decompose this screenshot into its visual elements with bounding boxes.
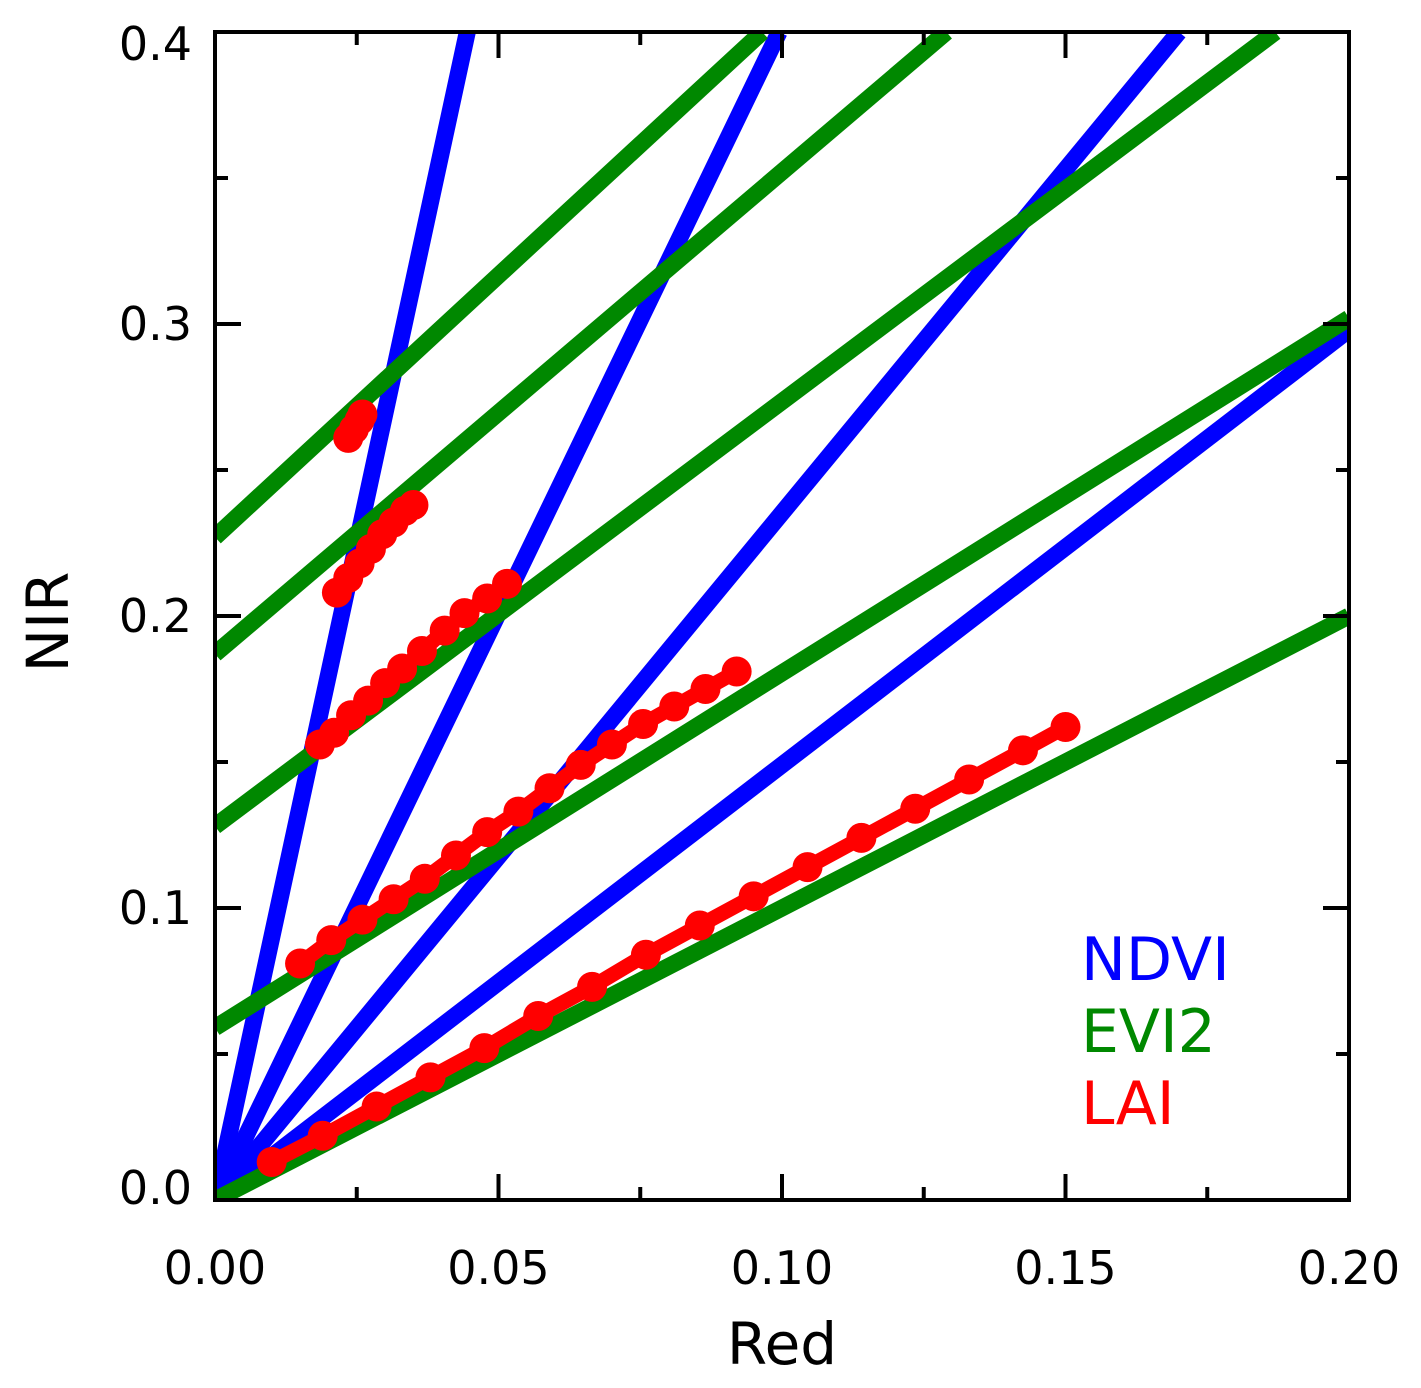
lai-point (347, 399, 378, 430)
lai-point (565, 749, 596, 780)
lai-curve-1 (264, 719, 1073, 1170)
lai-point (900, 793, 931, 824)
y-tick-label: 0.4 (119, 17, 192, 71)
lai-point (492, 568, 523, 599)
legend-ndvi: NDVI (1081, 925, 1230, 995)
x-tick-labels: 0.00 0.05 0.10 0.15 0.20 (164, 1241, 1400, 1295)
lai-point (721, 656, 752, 687)
lai-point (954, 764, 985, 795)
lai-point (738, 881, 769, 912)
lai-point (596, 729, 627, 760)
lai-point (440, 840, 471, 871)
lai-point (415, 1062, 446, 1093)
lai-point (684, 910, 715, 941)
lai-point (387, 653, 418, 684)
lai-point (1050, 711, 1081, 742)
lai-point (398, 490, 429, 521)
lai-point (256, 1147, 287, 1178)
x-tick-label: 0.20 (1298, 1241, 1400, 1295)
x-tick-label: 0.10 (731, 1241, 833, 1295)
axis-ticks (213, 30, 1351, 1202)
lai-point (534, 773, 565, 804)
evi2-line-5 (215, 30, 768, 544)
lai-point (523, 1001, 554, 1032)
x-tick-label: 0.15 (1014, 1241, 1116, 1295)
lai-point (628, 709, 659, 740)
lai-point (659, 691, 690, 722)
evi2-line-4 (215, 30, 952, 661)
lai-point (503, 796, 534, 827)
lai-point (409, 863, 440, 894)
y-tick-labels: 0.0 0.1 0.2 0.3 0.4 (119, 17, 192, 1215)
lai-point (285, 948, 316, 979)
legend-evi2: EVI2 (1081, 997, 1216, 1067)
lai-point (316, 925, 347, 956)
y-tick-label: 0.0 (119, 1161, 192, 1215)
evi2-line-1 (215, 608, 1349, 1202)
lai-point (630, 939, 661, 970)
lai-point (846, 822, 877, 853)
lai-point (347, 904, 378, 935)
y-tick-label: 0.3 (119, 297, 192, 351)
x-tick-label: 0.05 (447, 1241, 549, 1295)
lai-point (690, 674, 721, 704)
lai-point (406, 636, 437, 667)
x-axis-title: Red (727, 1310, 837, 1378)
lai-point (361, 1091, 392, 1122)
ndvi-line-4 (215, 323, 1349, 1202)
y-axis-title: NIR (14, 572, 82, 673)
y-tick-label: 0.1 (119, 881, 192, 935)
lai-point (449, 598, 480, 629)
lai-point (378, 884, 409, 915)
y-tick-label: 0.2 (119, 589, 192, 643)
lai-point (577, 971, 608, 1002)
lai-point (1007, 735, 1038, 766)
lai-point (472, 817, 503, 848)
lai-point (469, 1033, 500, 1064)
x-tick-label: 0.00 (164, 1241, 266, 1295)
lai-point (307, 1120, 338, 1151)
legend-lai: LAI (1081, 1069, 1175, 1139)
lai-point (792, 852, 823, 883)
chart-markers (256, 399, 1081, 1178)
lai-point (429, 615, 460, 646)
